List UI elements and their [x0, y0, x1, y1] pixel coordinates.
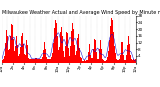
Text: Milwaukee Weather Actual and Average Wind Speed by Minute mph (Last 24 Hours): Milwaukee Weather Actual and Average Win…	[2, 10, 160, 15]
